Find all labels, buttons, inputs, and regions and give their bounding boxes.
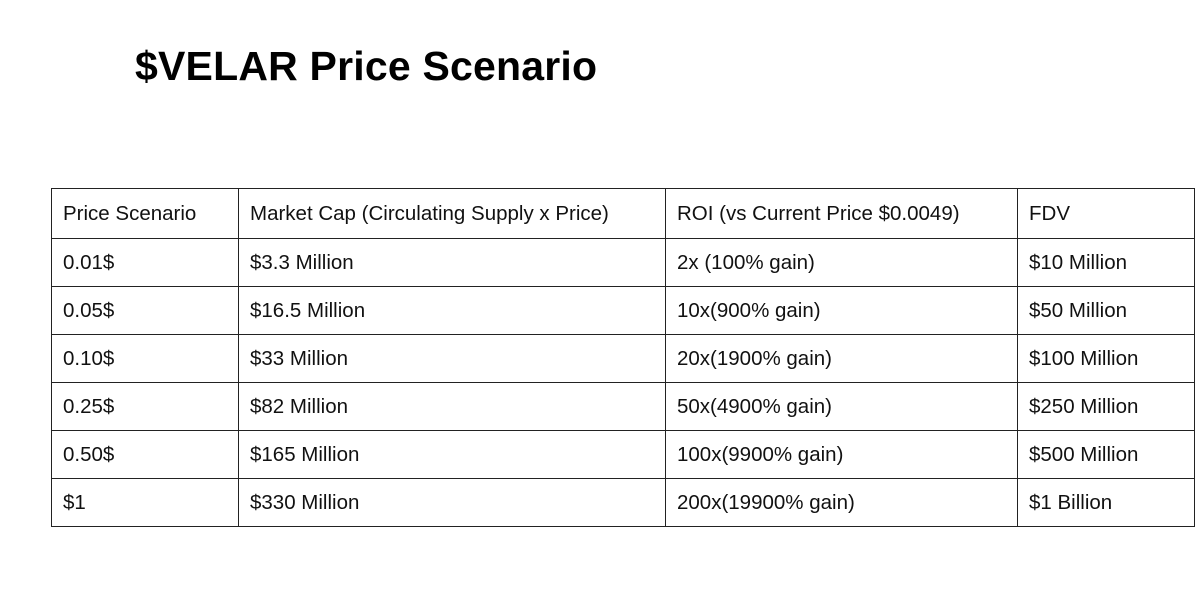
fdv-cell: $50 Million (1017, 286, 1195, 335)
table-row: 0.50$ $165 Million 100x(9900% gain) $500… (51, 430, 1195, 479)
price-cell: 0.50$ (51, 430, 239, 479)
market-cap-cell: $82 Million (238, 382, 666, 431)
market-cap-cell: $330 Million (238, 478, 666, 527)
price-cell: $1 (51, 478, 239, 527)
table-row: 0.01$ $3.3 Million 2x (100% gain) $10 Mi… (51, 238, 1195, 287)
roi-cell: 20x(1900% gain) (665, 334, 1018, 383)
roi-cell: 10x(900% gain) (665, 286, 1018, 335)
price-scenario-table: Price Scenario Market Cap (Circulating S… (51, 188, 1195, 527)
roi-cell: 50x(4900% gain) (665, 382, 1018, 431)
table-row: 0.10$ $33 Million 20x(1900% gain) $100 M… (51, 334, 1195, 383)
market-cap-cell: $165 Million (238, 430, 666, 479)
roi-cell: 2x (100% gain) (665, 238, 1018, 287)
fdv-cell: $1 Billion (1017, 478, 1195, 527)
header-market-cap: Market Cap (Circulating Supply x Price) (238, 188, 666, 239)
fdv-cell: $250 Million (1017, 382, 1195, 431)
header-price-scenario: Price Scenario (51, 188, 239, 239)
fdv-cell: $100 Million (1017, 334, 1195, 383)
table-header-row: Price Scenario Market Cap (Circulating S… (51, 188, 1195, 239)
page-title: $VELAR Price Scenario (135, 43, 598, 89)
fdv-cell: $500 Million (1017, 430, 1195, 479)
roi-cell: 100x(9900% gain) (665, 430, 1018, 479)
roi-cell: 200x(19900% gain) (665, 478, 1018, 527)
market-cap-cell: $33 Million (238, 334, 666, 383)
price-cell: 0.10$ (51, 334, 239, 383)
market-cap-cell: $16.5 Million (238, 286, 666, 335)
price-cell: 0.25$ (51, 382, 239, 431)
header-fdv: FDV (1017, 188, 1195, 239)
price-cell: 0.01$ (51, 238, 239, 287)
header-roi: ROI (vs Current Price $0.0049) (665, 188, 1018, 239)
table-row: 0.25$ $82 Million 50x(4900% gain) $250 M… (51, 382, 1195, 431)
price-cell: 0.05$ (51, 286, 239, 335)
table-row: $1 $330 Million 200x(19900% gain) $1 Bil… (51, 478, 1195, 527)
market-cap-cell: $3.3 Million (238, 238, 666, 287)
table-row: 0.05$ $16.5 Million 10x(900% gain) $50 M… (51, 286, 1195, 335)
fdv-cell: $10 Million (1017, 238, 1195, 287)
